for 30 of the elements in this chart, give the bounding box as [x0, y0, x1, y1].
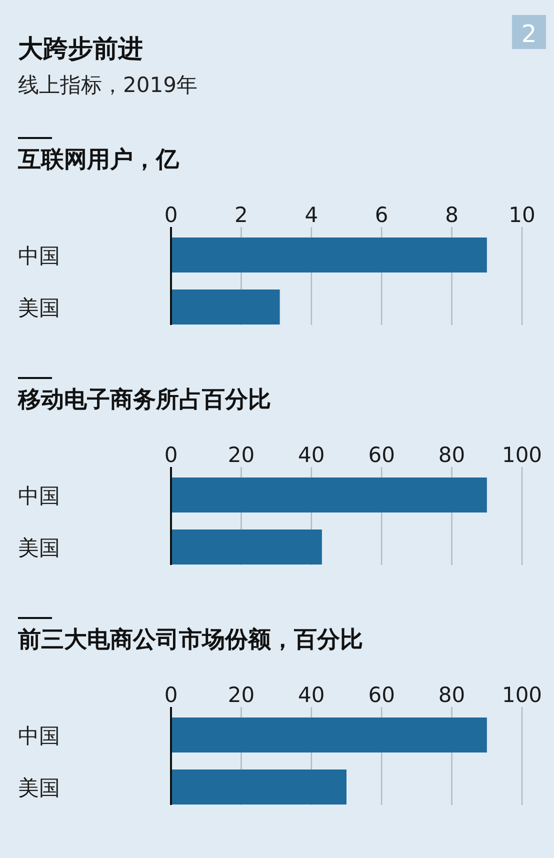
- chart-title: 移动电子商务所占百分比: [17, 386, 271, 413]
- text: 大跨步前进: [18, 34, 143, 63]
- y-tick-label: 中国: [18, 244, 60, 268]
- text: 线上指标，2019年: [18, 73, 198, 97]
- x-tick-label: 4: [304, 203, 318, 227]
- y-tick-label: 中国: [18, 484, 60, 508]
- x-tick-label: 60: [368, 443, 395, 467]
- x-tick-label: 0: [164, 443, 178, 467]
- y-tick-label: 美国: [18, 776, 60, 800]
- x-tick-label: 6: [374, 203, 388, 227]
- chart-title: 前三大电商公司市场份额，百分比: [17, 626, 363, 653]
- x-tick-label: 40: [298, 683, 325, 707]
- x-tick-label: 20: [228, 443, 255, 467]
- x-tick-label: 8: [445, 203, 458, 227]
- x-tick-label: 40: [298, 443, 325, 467]
- y-tick-label: 中国: [18, 724, 60, 748]
- x-tick-label: 100: [502, 443, 542, 467]
- text: 2: [521, 20, 537, 48]
- y-tick-label: 美国: [18, 536, 60, 560]
- x-tick-label: 2: [234, 203, 248, 227]
- y-tick-label: 美国: [18, 296, 60, 320]
- x-tick-label: 0: [164, 683, 178, 707]
- chart-title: 互联网用户，亿: [17, 146, 180, 173]
- x-tick-label: 10: [508, 203, 536, 227]
- x-tick-label: 80: [438, 443, 466, 467]
- x-tick-label: 0: [164, 203, 178, 227]
- x-tick-label: 60: [368, 683, 395, 707]
- x-tick-label: 100: [502, 683, 542, 707]
- x-tick-label: 80: [438, 683, 466, 707]
- x-tick-label: 20: [228, 683, 255, 707]
